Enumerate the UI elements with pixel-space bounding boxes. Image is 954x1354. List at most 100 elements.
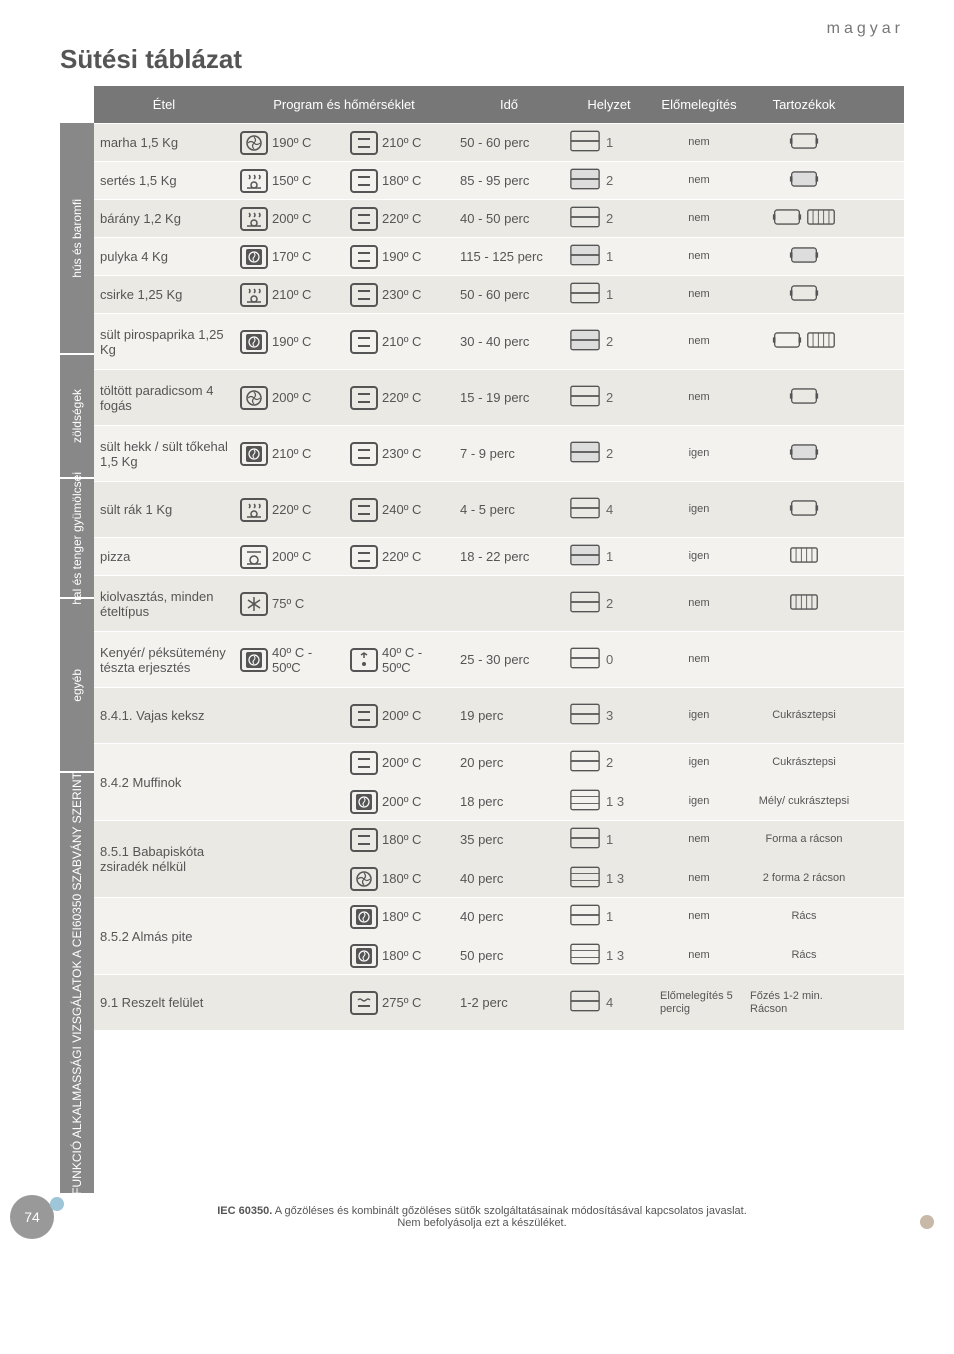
time-cell: 20 perc	[454, 749, 564, 776]
accessory-cell	[744, 435, 864, 472]
position-cell: 1 3	[564, 783, 654, 820]
temp-icon	[350, 498, 378, 522]
preheat-cell: nem	[654, 866, 744, 890]
position-icon	[570, 544, 600, 569]
accessory-cell	[744, 276, 864, 313]
food-cell: 8.4.2 Muffinok	[94, 769, 234, 796]
accessory-cell: Főzés 1-2 min. Rácson	[744, 984, 864, 1020]
position-icon	[570, 385, 600, 410]
temp-icon	[350, 330, 378, 354]
accessory-cell: Forma a rácson	[744, 827, 864, 851]
accessory-cell: Rács	[744, 904, 864, 928]
language-label: magyar	[60, 20, 904, 38]
preheat-cell: nem	[654, 329, 744, 353]
temp-icon	[350, 545, 378, 569]
time-cell: 40 perc	[454, 903, 564, 930]
accessory-cell	[744, 323, 864, 360]
accessory-cell: 2 forma 2 rácson	[744, 866, 864, 890]
preheat-cell: nem	[654, 904, 744, 928]
program-icon	[240, 330, 268, 354]
program-cell: 200º C	[234, 539, 344, 575]
position-icon	[570, 591, 600, 616]
program-cell: 150º C	[234, 163, 344, 199]
program-icon	[240, 207, 268, 231]
position-cell: 2	[564, 323, 654, 360]
temp2-cell: 220º C	[344, 380, 454, 416]
time-cell: 15 - 19 perc	[454, 384, 564, 411]
table-row: sült hekk / sült tőkehal 1,5 Kg210º C230…	[94, 425, 904, 481]
time-cell: 50 - 60 perc	[454, 129, 564, 156]
table-row: 8.5.2 Almás pite180º C40 perc1nemRács180…	[94, 897, 904, 974]
temp2-cell: 180º C	[344, 163, 454, 199]
preheat-cell: igen	[654, 703, 744, 727]
time-cell: 30 - 40 perc	[454, 328, 564, 355]
accessory-icon	[772, 329, 802, 354]
accessory-cell	[744, 654, 864, 666]
position-cell: 2	[564, 162, 654, 199]
position-cell: 2	[564, 744, 654, 781]
time-cell: 25 - 30 perc	[454, 646, 564, 673]
header-position: Helyzet	[564, 91, 654, 118]
temp-icon	[350, 991, 378, 1015]
header-preheat: Előmelegítés	[654, 91, 744, 118]
food-cell: sült hekk / sült tőkehal 1,5 Kg	[94, 433, 234, 475]
time-cell: 19 perc	[454, 702, 564, 729]
time-cell: 1-2 perc	[454, 989, 564, 1016]
position-cell: 2	[564, 435, 654, 472]
temp2-cell: 220º C	[344, 201, 454, 237]
preheat-cell: Előmelegítés 5 percig	[654, 984, 744, 1020]
accessory-icon	[772, 206, 802, 231]
position-cell: 1	[564, 238, 654, 275]
temp2-cell: 210º C	[344, 125, 454, 161]
time-cell: 40 - 50 perc	[454, 205, 564, 232]
program-icon	[240, 245, 268, 269]
food-cell: bárány 1,2 Kg	[94, 205, 234, 232]
accessory-cell	[744, 538, 864, 575]
program-cell: 75º C	[234, 586, 344, 622]
accessory-icon	[789, 244, 819, 269]
temp2-cell: 230º C	[344, 436, 454, 472]
position-icon	[570, 497, 600, 522]
position-cell: 2	[564, 585, 654, 622]
program-cell: 210º C	[234, 277, 344, 313]
temp-icon	[350, 131, 378, 155]
accessory-cell: Cukrásztepsi	[744, 703, 864, 727]
time-cell: 85 - 95 perc	[454, 167, 564, 194]
program-cell: 200º C	[234, 380, 344, 416]
food-cell: töltött paradic­som 4 fogás	[94, 377, 234, 419]
program-icon	[240, 498, 268, 522]
preheat-cell: nem	[654, 244, 744, 268]
time-cell: 7 - 9 perc	[454, 440, 564, 467]
temp2-cell	[344, 598, 454, 610]
position-cell: 1 3	[564, 937, 654, 974]
position-cell: 0	[564, 641, 654, 678]
accessory-icon	[806, 329, 836, 354]
accessory-icon	[789, 130, 819, 155]
time-cell: 115 - 125 perc	[454, 243, 564, 270]
position-icon	[570, 647, 600, 672]
temp-icon	[350, 386, 378, 410]
time-cell: 50 perc	[454, 942, 564, 969]
temp2-cell: 220º C	[344, 539, 454, 575]
position-icon	[570, 206, 600, 231]
accessory-icon	[806, 206, 836, 231]
time-cell: 40 perc	[454, 865, 564, 892]
program-icon	[240, 442, 268, 466]
table-row: sült rák 1 Kg220º C240º C4 - 5 perc4igen	[94, 481, 904, 537]
preheat-cell: igen	[654, 497, 744, 521]
header-accessories: Tartozékok	[744, 91, 864, 118]
preheat-cell: nem	[654, 282, 744, 306]
position-cell: 1	[564, 898, 654, 935]
preheat-cell: nem	[654, 206, 744, 230]
time-cell: 18 - 22 perc	[454, 543, 564, 570]
program-cell	[234, 710, 344, 722]
temp2-cell: 210º C	[344, 324, 454, 360]
temp-icon	[350, 207, 378, 231]
accessory-icon	[789, 168, 819, 193]
program-cell: 190º C	[234, 324, 344, 360]
accessory-icon	[789, 591, 819, 616]
preheat-cell: nem	[654, 827, 744, 851]
temp2-cell: 240º C	[344, 492, 454, 528]
accessory-icon	[789, 385, 819, 410]
program-cell: 200º C	[234, 201, 344, 237]
